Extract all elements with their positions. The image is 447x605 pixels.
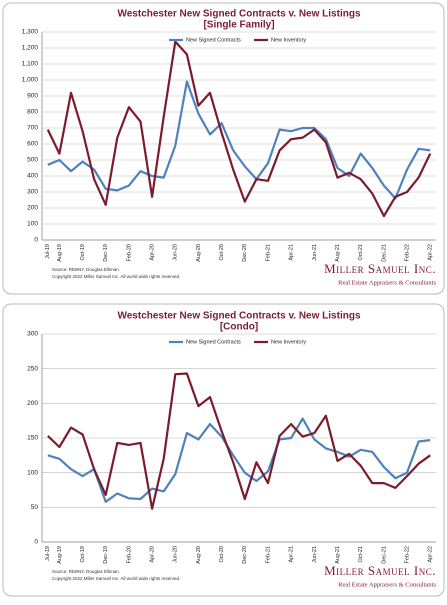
x-tick-label: Dec-20 <box>242 546 248 564</box>
x-tick-label: Dec-19 <box>103 546 109 564</box>
chart-title: Westchester New Signed Contracts v. New … <box>117 9 360 20</box>
copyright-note: Copyright 2022 Miller Samuel Inc. All wo… <box>52 274 180 279</box>
x-tick-label: Aug-19 <box>57 546 63 564</box>
y-tick-label: 1,000 <box>22 77 39 84</box>
x-tick-label: Aug-21 <box>335 244 341 262</box>
x-tick-label: Aug-20 <box>196 244 202 262</box>
y-tick-label: 0 <box>34 237 38 244</box>
x-tick-label: Jun-21 <box>312 244 318 261</box>
x-tick-label: Apr-21 <box>289 546 295 563</box>
series-line <box>47 80 431 200</box>
y-tick-label: 1,200 <box>22 45 39 52</box>
x-tick-label: Oct-19 <box>80 546 86 563</box>
x-tick-label: Oct-19 <box>80 244 86 261</box>
y-tick-label: 150 <box>27 435 38 442</box>
x-tick-label: Jul-19 <box>45 244 51 259</box>
copyright-note: Copyright 2022 Miller Samuel Inc. All wo… <box>52 576 180 581</box>
y-tick-label: 600 <box>27 141 38 148</box>
logo-tagline: Real Estate Appraisers & Consultants <box>338 581 436 588</box>
x-tick-label: Oct-21 <box>358 546 364 563</box>
y-tick-label: 300 <box>27 331 38 338</box>
x-tick-label: Apr-20 <box>150 244 156 261</box>
x-tick-label: Aug-20 <box>196 546 202 564</box>
x-tick-label: Jul-19 <box>45 546 51 561</box>
x-tick-label: Feb-22 <box>404 244 410 261</box>
legend-label: New Signed Contracts <box>186 37 241 43</box>
x-tick-label: Aug-19 <box>57 244 63 262</box>
x-tick-label: Oct-21 <box>358 244 364 261</box>
panel-border <box>2 2 445 295</box>
x-tick-label: Dec-19 <box>103 244 109 262</box>
y-tick-label: 300 <box>27 189 38 196</box>
logo-name: Miller Samuel Inc. <box>324 563 436 578</box>
y-tick-label: 900 <box>27 93 38 100</box>
y-tick-label: 100 <box>27 221 38 228</box>
x-tick-label: Dec-21 <box>381 244 387 262</box>
x-tick-label: Feb-21 <box>265 546 271 563</box>
series-line <box>47 372 431 510</box>
x-tick-label: Feb-22 <box>404 546 410 563</box>
x-tick-label: Jun-20 <box>173 546 179 563</box>
legend-label: New Signed Contracts <box>186 339 241 345</box>
y-tick-label: 50 <box>31 504 39 511</box>
source-note: Source: REBNY, Douglas Elliman <box>52 569 119 574</box>
y-tick-label: 400 <box>27 173 38 180</box>
source-note: Source: REBNY, Douglas Elliman <box>52 267 119 272</box>
series-line <box>47 417 431 503</box>
logo-tagline: Real Estate Appraisers & Consultants <box>338 279 436 286</box>
y-tick-label: 250 <box>27 365 38 372</box>
x-tick-label: Apr-22 <box>428 546 434 563</box>
chart-subtitle: [Single Family] <box>203 20 274 31</box>
x-tick-label: Jun-21 <box>312 546 318 563</box>
chart-subtitle: [Condo] <box>220 322 258 333</box>
y-tick-label: 1,100 <box>22 61 39 68</box>
x-tick-label: Apr-20 <box>150 546 156 563</box>
x-tick-label: Jun-20 <box>173 244 179 261</box>
x-tick-label: Apr-21 <box>289 244 295 261</box>
y-tick-label: 200 <box>27 205 38 212</box>
y-tick-label: 0 <box>34 539 38 546</box>
y-tick-label: 1,300 <box>22 29 39 36</box>
x-tick-label: Oct-20 <box>219 546 225 563</box>
x-tick-label: Aug-21 <box>335 546 341 564</box>
x-tick-label: Oct-20 <box>219 244 225 261</box>
chart-title: Westchester New Signed Contracts v. New … <box>117 311 360 322</box>
series-line <box>46 40 432 218</box>
legend-label: New Inventory <box>271 37 306 43</box>
x-tick-label: Dec-21 <box>381 546 387 564</box>
x-tick-label: Dec-20 <box>242 244 248 262</box>
panel-border <box>2 303 445 597</box>
x-tick-label: Feb-21 <box>265 244 271 261</box>
x-tick-label: Apr-22 <box>428 244 434 261</box>
logo-name: Miller Samuel Inc. <box>324 261 436 276</box>
x-tick-label: Feb-20 <box>126 244 132 261</box>
y-tick-label: 800 <box>27 109 38 116</box>
y-tick-label: 700 <box>27 125 38 132</box>
y-tick-label: 100 <box>27 469 38 476</box>
x-tick-label: Feb-20 <box>126 546 132 563</box>
y-tick-label: 200 <box>27 400 38 407</box>
y-tick-label: 500 <box>27 157 38 164</box>
legend-label: New Inventory <box>271 339 306 345</box>
